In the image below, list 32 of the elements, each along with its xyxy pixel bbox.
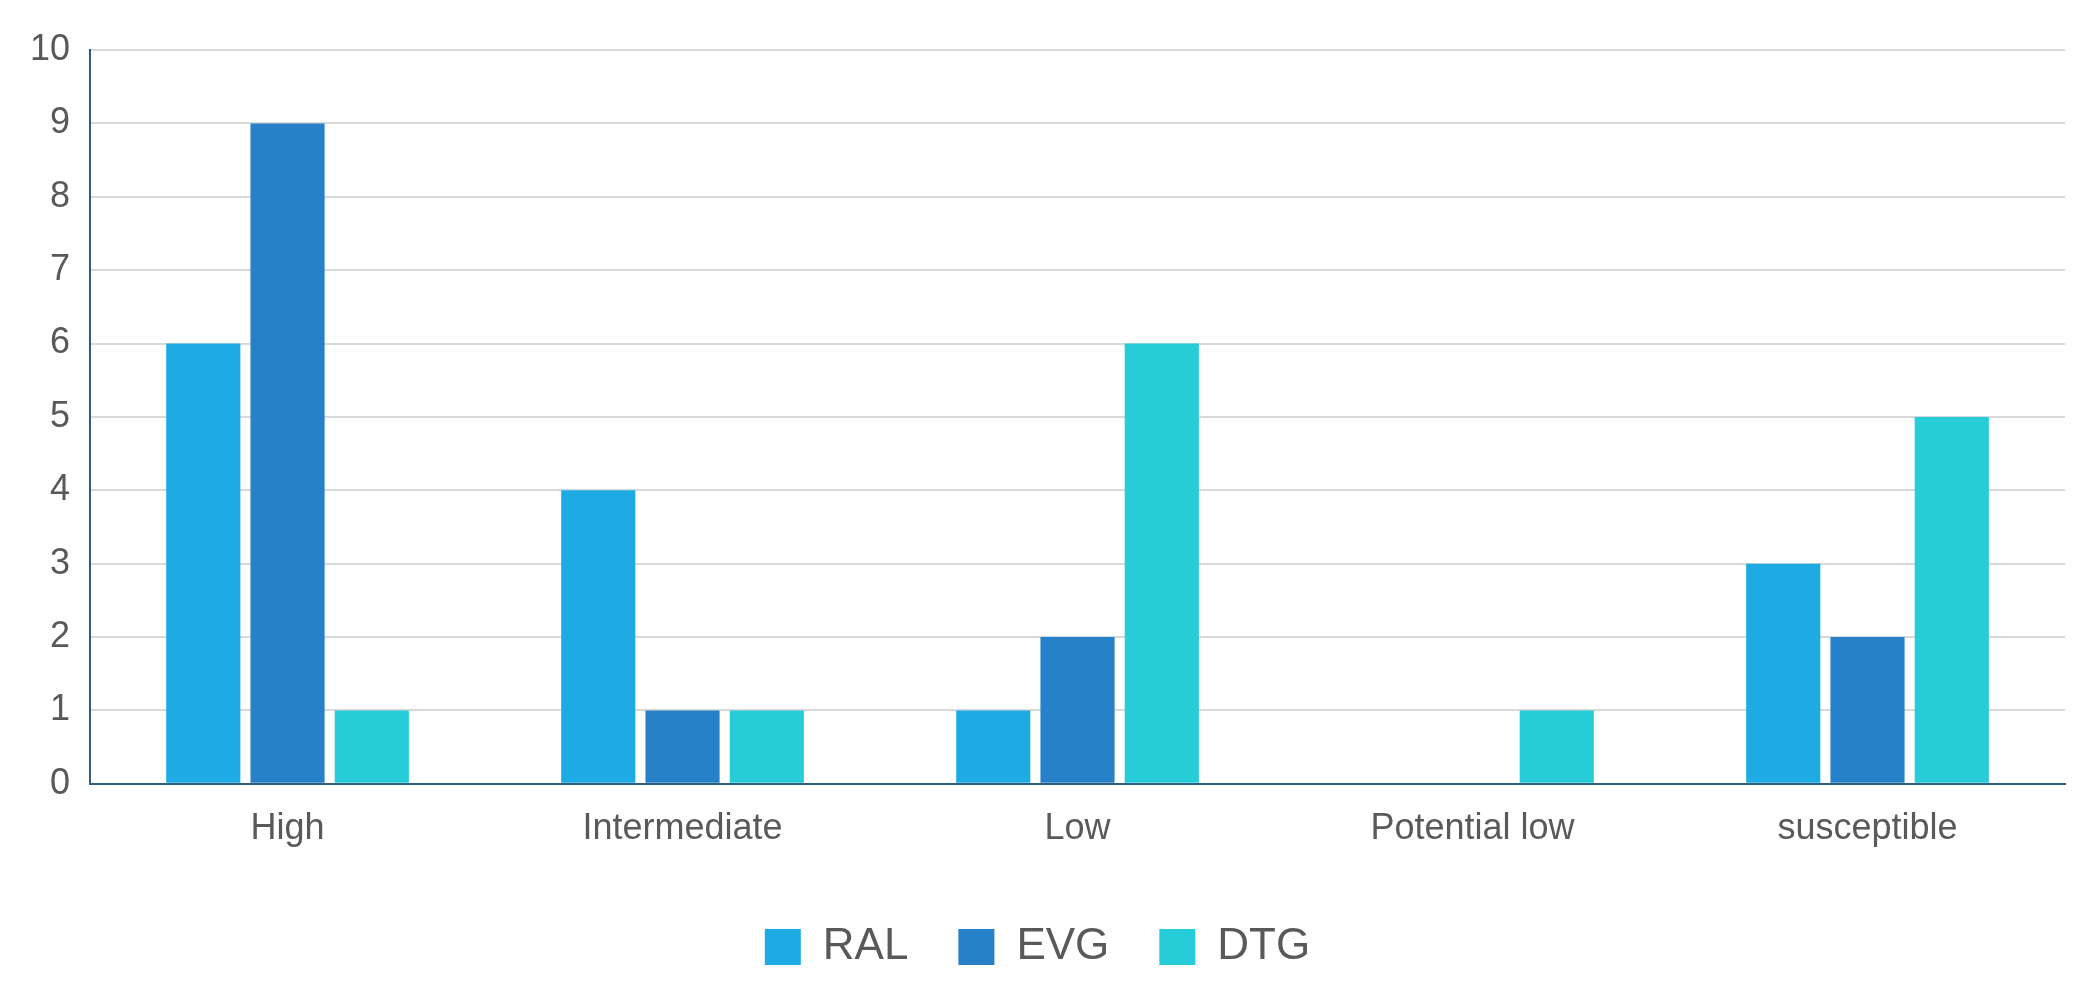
y-tick-label: 2 (50, 613, 71, 655)
bar (645, 710, 720, 783)
y-tick-label: 9 (50, 100, 71, 142)
bar (729, 710, 804, 783)
legend-label: EVG (1016, 919, 1110, 969)
x-tick-label: Low (1044, 806, 1112, 848)
x-tick-label: susceptible (1777, 806, 1958, 848)
bar (1914, 416, 1989, 783)
y-tick-label: 4 (50, 467, 71, 509)
legend-label: RAL (822, 919, 909, 969)
y-tick-label: 0 (50, 760, 71, 802)
bar (1746, 563, 1821, 783)
bar (250, 123, 325, 783)
y-tick-label: 5 (50, 393, 71, 435)
bar (561, 490, 636, 783)
bar (956, 710, 1031, 783)
y-tick-label: 1 (50, 687, 71, 729)
y-tick-label: 6 (50, 320, 71, 362)
bar (166, 343, 241, 783)
legend-label: DTG (1217, 919, 1311, 969)
x-tick-label: Intermediate (582, 806, 783, 848)
bar (1040, 637, 1115, 783)
bar (1124, 343, 1199, 783)
y-tick-label: 10 (30, 26, 71, 68)
y-tick-label: 7 (50, 247, 71, 289)
x-tick-label: High (250, 806, 325, 848)
bar (334, 710, 409, 783)
y-tick-label: 3 (50, 540, 71, 582)
y-tick-label: 8 (50, 173, 71, 215)
bar (1830, 637, 1905, 783)
x-tick-label: Potential low (1370, 806, 1576, 848)
bar (1519, 710, 1594, 783)
